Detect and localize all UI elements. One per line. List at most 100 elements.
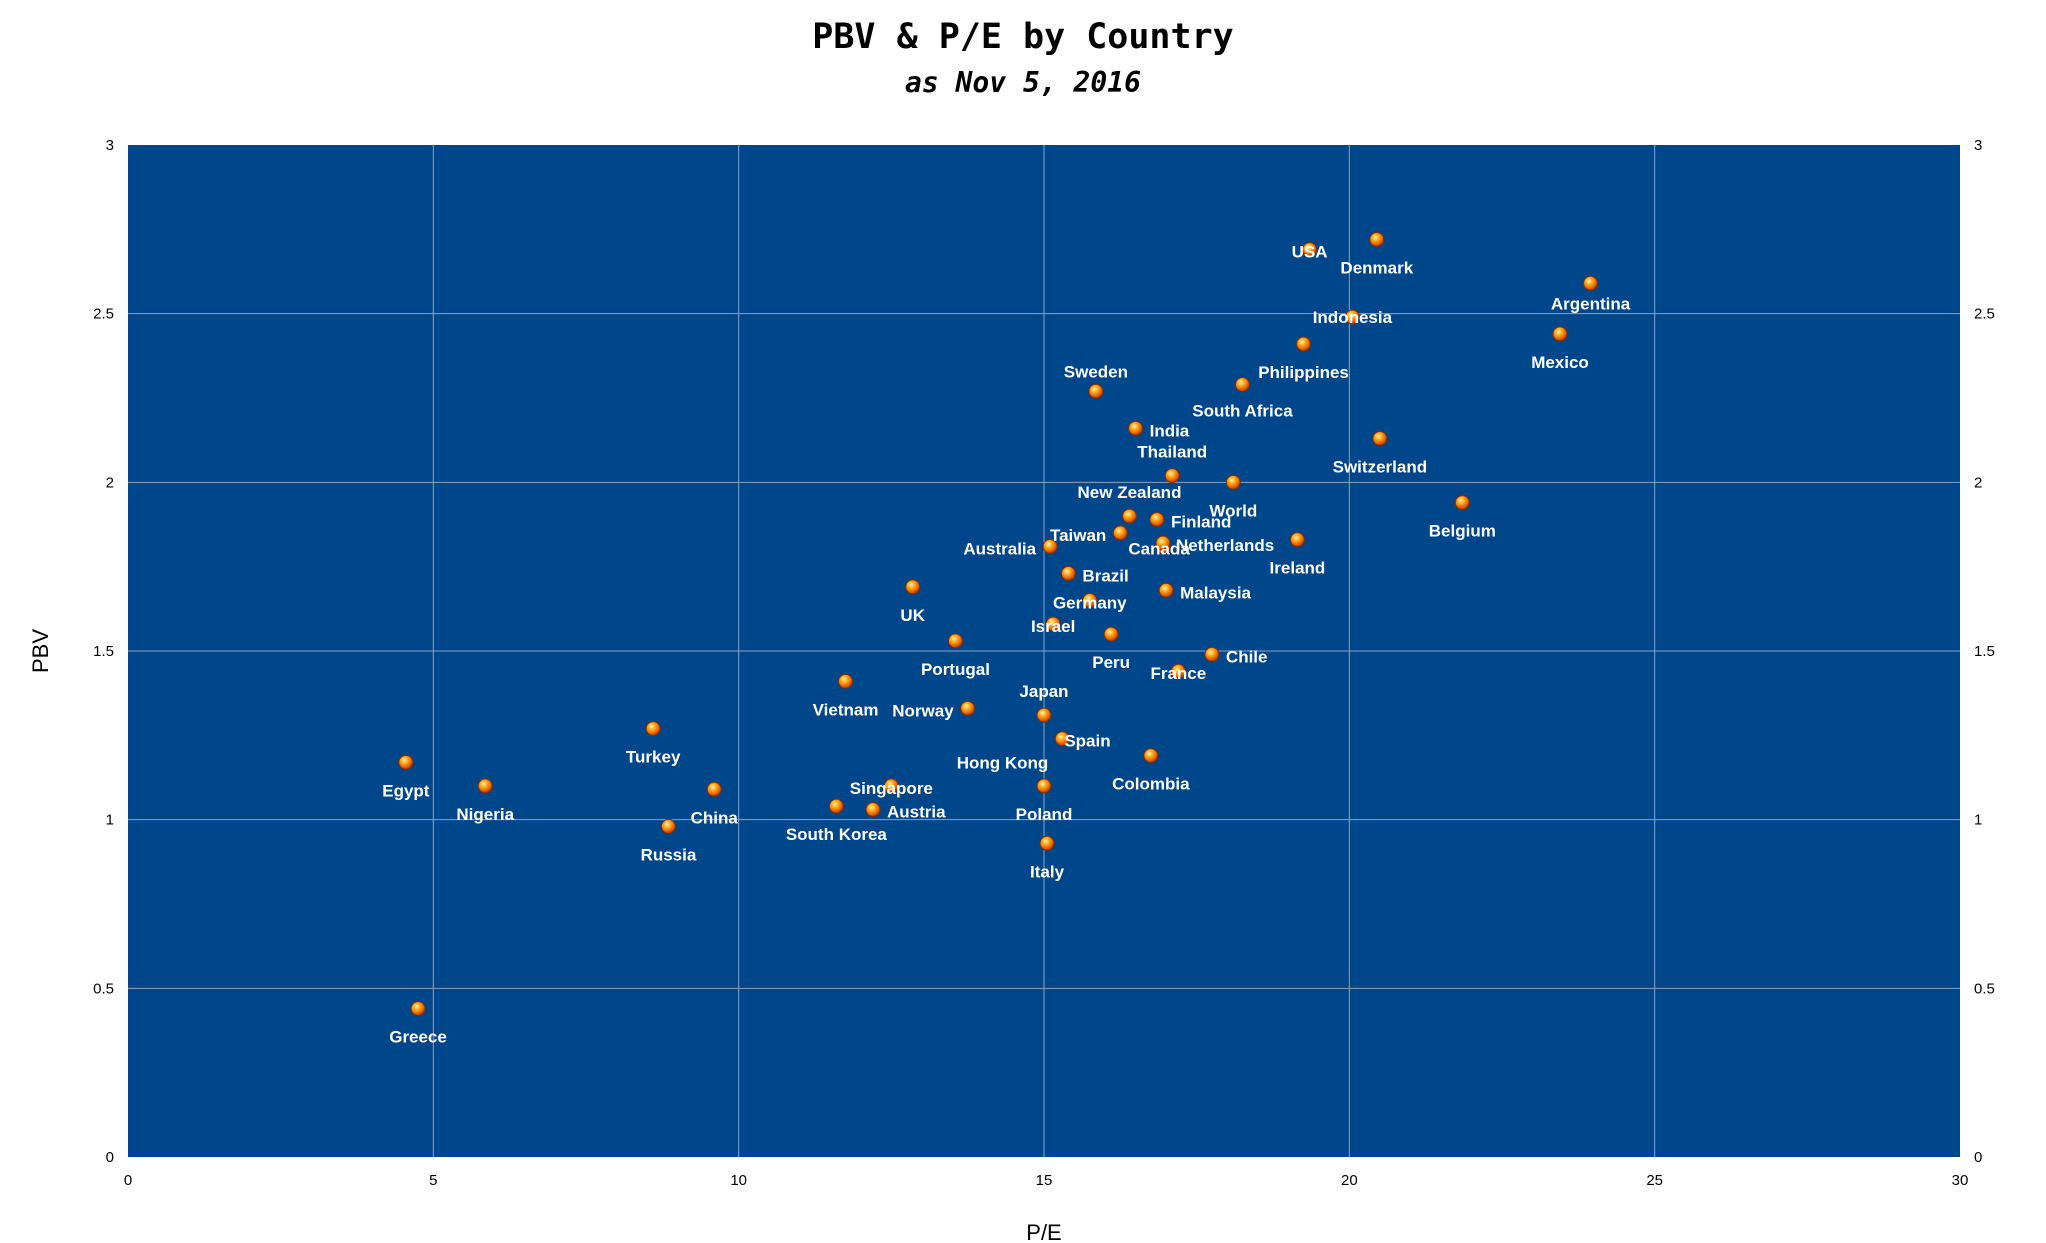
point-germany bbox=[1082, 592, 1098, 608]
point-label-indonesia: Indonesia bbox=[1313, 308, 1393, 327]
point-label-netherlands: Netherlands bbox=[1176, 536, 1274, 555]
y-tick-label-left: 0.5 bbox=[93, 980, 114, 997]
point-peru bbox=[1103, 626, 1119, 642]
point-label-egypt: Egypt bbox=[382, 781, 430, 800]
y-tick-label-right: 3 bbox=[1974, 137, 1982, 154]
point-argentina bbox=[1583, 275, 1599, 291]
point-russia bbox=[660, 818, 676, 834]
y-tick-label-right: 0.5 bbox=[1974, 980, 1995, 997]
point-portugal bbox=[947, 633, 963, 649]
point-label-taiwan: Taiwan bbox=[1050, 526, 1106, 545]
point-label-malaysia: Malaysia bbox=[1180, 583, 1251, 602]
y-tick-label-right: 1 bbox=[1974, 812, 1982, 829]
point-netherlands bbox=[1155, 535, 1171, 551]
point-label-italy: Italy bbox=[1030, 862, 1065, 881]
point-belgium bbox=[1454, 495, 1470, 511]
point-label-usa: USA bbox=[1292, 243, 1328, 262]
y-tick-label-right: 2.5 bbox=[1974, 306, 1995, 323]
point-egypt bbox=[398, 754, 414, 770]
point-label-israel: Israel bbox=[1031, 617, 1075, 636]
point-label-peru: Peru bbox=[1092, 653, 1130, 672]
point-label-canada: Canada bbox=[1128, 539, 1190, 558]
point-denmark bbox=[1369, 231, 1385, 247]
point-label-brazil: Brazil bbox=[1082, 566, 1128, 585]
point-label-japan: Japan bbox=[1019, 682, 1068, 701]
point-label-switzerland: Switzerland bbox=[1333, 457, 1427, 476]
y-tick-label-left: 3 bbox=[106, 137, 114, 154]
point-japan bbox=[1036, 707, 1052, 723]
tick-labels: 0 5 10 15 20 25 300 00.5 0.51 11.5 1.52 22.5 2.53 3 bbox=[93, 137, 1995, 1189]
point-nigeria bbox=[477, 778, 493, 794]
point-turkey bbox=[645, 721, 661, 737]
point-label-belgium: Belgium bbox=[1429, 522, 1496, 541]
point-label-austria: Austria bbox=[887, 803, 946, 822]
point-label-south-africa: South Africa bbox=[1192, 402, 1293, 421]
point-labels: USA Denmark Argentina Indonesia Mexico Philip… bbox=[382, 243, 1631, 1047]
point-colombia bbox=[1143, 748, 1159, 764]
grid-lines bbox=[128, 145, 1960, 1157]
point-label-south-korea: South Korea bbox=[786, 825, 888, 844]
y-tick-label-right: 2 bbox=[1974, 474, 1982, 491]
point-mexico bbox=[1552, 326, 1568, 342]
point-label-turkey: Turkey bbox=[626, 748, 681, 767]
point-label-russia: Russia bbox=[641, 845, 697, 864]
point-label-portugal: Portugal bbox=[921, 660, 990, 679]
point-label-finland: Finland bbox=[1171, 512, 1231, 531]
y-axis-label: PBV bbox=[28, 629, 53, 673]
point-label-new-zealand: New Zealand bbox=[1078, 483, 1182, 502]
point-philippines bbox=[1296, 336, 1312, 352]
point-label-australia: Australia bbox=[963, 539, 1036, 558]
point-label-mexico: Mexico bbox=[1531, 353, 1589, 372]
point-label-uk: UK bbox=[900, 606, 925, 625]
x-axis-label: P/E bbox=[1026, 1220, 1061, 1243]
point-south-korea bbox=[828, 798, 844, 814]
point-thailand bbox=[1164, 468, 1180, 484]
point-label-ireland: Ireland bbox=[1270, 559, 1326, 578]
point-label-thailand: Thailand bbox=[1137, 443, 1207, 462]
x-tick-label: 0 bbox=[124, 1172, 132, 1189]
x-tick-label: 5 bbox=[429, 1172, 437, 1189]
point-austria bbox=[865, 802, 881, 818]
point-label-china: China bbox=[691, 808, 739, 827]
point-label-vietnam: Vietnam bbox=[813, 700, 879, 719]
point-label-chile: Chile bbox=[1226, 647, 1268, 666]
data-points bbox=[398, 231, 1599, 1017]
point-norway bbox=[960, 700, 976, 716]
y-tick-label-left: 2 bbox=[106, 474, 114, 491]
point-china bbox=[706, 781, 722, 797]
y-tick-label-left: 0 bbox=[106, 1149, 114, 1166]
x-tick-label: 20 bbox=[1341, 1172, 1358, 1189]
point-ireland bbox=[1289, 532, 1305, 548]
point-spain bbox=[1054, 731, 1070, 747]
point-usa bbox=[1302, 242, 1318, 258]
point-greece bbox=[410, 1001, 426, 1017]
point-chile bbox=[1204, 646, 1220, 662]
point-brazil bbox=[1060, 565, 1076, 581]
point-uk bbox=[905, 579, 921, 595]
point-singapore bbox=[883, 778, 899, 794]
point-label-hong-kong: Hong Kong bbox=[957, 754, 1049, 773]
point-label-nigeria: Nigeria bbox=[456, 805, 514, 824]
point-south-africa bbox=[1234, 377, 1250, 393]
point-label-denmark: Denmark bbox=[1340, 258, 1413, 277]
x-tick-label: 30 bbox=[1952, 1172, 1969, 1189]
point-malaysia bbox=[1158, 582, 1174, 598]
point-vietnam bbox=[838, 673, 854, 689]
y-tick-label-right: 1.5 bbox=[1974, 643, 1995, 660]
point-label-norway: Norway bbox=[892, 701, 954, 720]
point-sweden bbox=[1088, 383, 1104, 399]
y-tick-label-left: 1 bbox=[106, 812, 114, 829]
y-tick-label-left: 1.5 bbox=[93, 643, 114, 660]
point-label-colombia: Colombia bbox=[1112, 775, 1190, 794]
point-indonesia bbox=[1344, 309, 1360, 325]
point-label-world: World bbox=[1209, 501, 1257, 520]
point-poland bbox=[1036, 778, 1052, 794]
point-label-germany: Germany bbox=[1053, 593, 1127, 612]
point-label-argentina: Argentina bbox=[1551, 294, 1631, 313]
point-italy bbox=[1039, 835, 1055, 851]
point-label-singapore: Singapore bbox=[850, 779, 933, 798]
x-tick-label: 25 bbox=[1646, 1172, 1663, 1189]
point-label-greece: Greece bbox=[389, 1028, 447, 1047]
point-label-india: India bbox=[1150, 421, 1190, 440]
